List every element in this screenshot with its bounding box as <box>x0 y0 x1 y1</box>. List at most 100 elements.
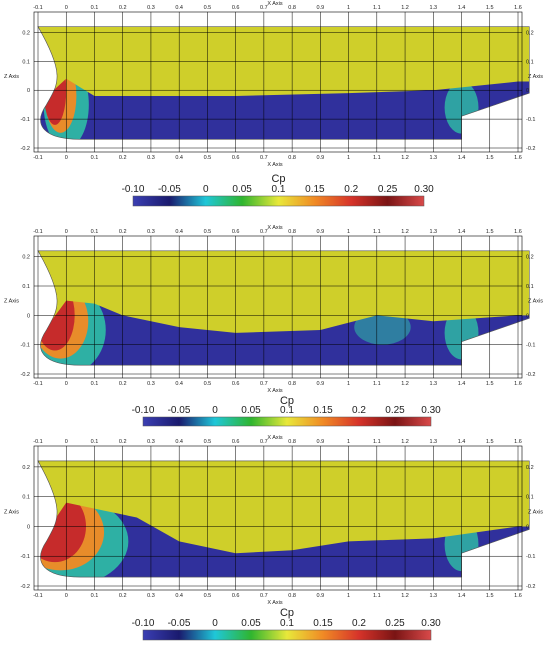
x-tick-label-bottom: -0.1 <box>33 381 42 387</box>
hull-above-waterline <box>38 250 530 339</box>
x-tick-label-top: 0.1 <box>91 5 99 11</box>
x-tick-label-top: 1 <box>347 5 350 11</box>
x-tick-label-bottom: 1 <box>347 381 350 387</box>
x-tick-label-bottom: 0.6 <box>232 155 240 161</box>
x-tick-label-bottom: 0.3 <box>147 381 155 387</box>
x-tick-label-bottom: 0.6 <box>232 381 240 387</box>
z-axis-title-right: Z Axis <box>528 74 543 80</box>
x-tick-label-top: 1.2 <box>401 229 409 235</box>
colorbar-title: Cp <box>271 173 285 185</box>
x-tick-label-top: 1.3 <box>429 229 437 235</box>
x-tick-label-top: 0.9 <box>317 229 325 235</box>
z-tick-label-right: -0.2 <box>526 146 535 152</box>
x-tick-label-bottom: 0.9 <box>317 155 325 161</box>
x-tick-label-bottom: 1.6 <box>514 381 522 387</box>
x-axis-title-bottom: X Axis <box>267 162 283 168</box>
colorbar-tick-label: 0.05 <box>241 405 261 416</box>
chart-panel-1: -0.1 -0.1 0 0 0.1 0.1 0.2 0.2 0.3 0.3 0.4 0.4 0.5 0.5… <box>0 0 550 170</box>
hull-plot-2: -0.1 -0.1 0 0 0.1 0.1 0.2 0.2 0.3 0.3 0.4 0.4 0.5 0.5… <box>4 225 543 394</box>
grid <box>34 12 522 152</box>
x-tick-label-bottom: 0.7 <box>260 381 268 387</box>
x-tick-label-bottom: 1.4 <box>458 155 466 161</box>
colorbar-gradient <box>142 629 432 641</box>
x-tick-label-bottom: 0.8 <box>288 593 296 599</box>
x-axis-title-bottom: X Axis <box>267 600 283 606</box>
z-axis-title-left: Z Axis <box>4 299 19 305</box>
x-tick-label-bottom: 1.2 <box>401 381 409 387</box>
x-tick-label-top: 0 <box>65 229 68 235</box>
z-tick-label-left: 0.1 <box>22 59 30 65</box>
x-tick-label-bottom: 0.5 <box>204 155 212 161</box>
x-tick-label-top: -0.1 <box>33 5 42 11</box>
colorbar-tick-label: 0.05 <box>232 184 252 195</box>
x-tick-label-bottom: 1.4 <box>458 381 466 387</box>
z-tick-label-left: 0.2 <box>22 255 30 261</box>
hull-surface <box>38 460 530 578</box>
z-tick-label-left: 0.2 <box>22 465 30 471</box>
z-tick-label-right: -0.1 <box>526 554 535 560</box>
x-tick-label-top: 0.7 <box>260 5 268 11</box>
x-tick-label-bottom: 0.7 <box>260 593 268 599</box>
x-tick-label-bottom: 1.4 <box>458 593 466 599</box>
x-tick-label-bottom: 0.8 <box>288 155 296 161</box>
colorbar-1: Cp -0.10 -0.05 0 0.05 0.1 0.15 0.2 0.25 0.30 <box>0 170 550 218</box>
x-tick-label-bottom: 1.2 <box>401 155 409 161</box>
z-tick-label-right: -0.1 <box>526 117 535 123</box>
x-tick-label-bottom: 1.6 <box>514 155 522 161</box>
x-tick-label-top: 1 <box>347 229 350 235</box>
x-tick-label-bottom: 1.1 <box>373 381 381 387</box>
colorbar-tick-label: 0.2 <box>352 618 366 629</box>
x-tick-label-bottom: -0.1 <box>33 155 42 161</box>
x-tick-label-bottom: 1.1 <box>373 155 381 161</box>
x-tick-label-bottom: 0.5 <box>204 593 212 599</box>
z-tick-label-right: 0.1 <box>526 495 534 501</box>
colorbar-3: Cp -0.10 -0.05 0 0.05 0.1 0.15 0.2 0.25 0.30 <box>0 605 550 653</box>
x-tick-label-top: 0.2 <box>119 439 127 445</box>
x-tick-label-bottom: 0.3 <box>147 593 155 599</box>
x-tick-label-bottom: 0.9 <box>317 593 325 599</box>
colorbar-title: Cp <box>280 607 294 619</box>
z-tick-label-left: 0 <box>27 313 30 319</box>
z-tick-label-left: 0 <box>27 524 30 530</box>
x-tick-label-top: 0.4 <box>175 5 183 11</box>
z-tick-label-left: 0 <box>27 88 30 94</box>
x-tick-label-top: 1.5 <box>486 439 494 445</box>
mid-wave-zone <box>354 309 411 345</box>
x-tick-label-bottom: 1.5 <box>486 155 494 161</box>
plot-frame <box>33 11 523 153</box>
x-axis-title-top: X Axis <box>267 435 283 441</box>
x-tick-label-top: 0 <box>65 439 68 445</box>
plot-frame <box>33 445 523 591</box>
colorbar-tick-label: 0.1 <box>272 184 286 195</box>
colorbar-tick-label: -0.05 <box>168 405 191 416</box>
x-tick-label-top: 0.6 <box>232 229 240 235</box>
x-tick-label-bottom: 1.1 <box>373 593 381 599</box>
colorbar-tick-label: 0 <box>203 184 209 195</box>
x-tick-label-bottom: 0.8 <box>288 381 296 387</box>
x-tick-label-bottom: 0.1 <box>91 155 99 161</box>
x-tick-label-top: 0.4 <box>175 439 183 445</box>
colorbar-tick-label: -0.05 <box>158 184 181 195</box>
x-tick-label-top: 1.5 <box>486 5 494 11</box>
z-axis-title-right: Z Axis <box>528 299 543 305</box>
colorbar-tick-label: 0.2 <box>344 184 358 195</box>
colorbar-tick-label: 0 <box>212 405 218 416</box>
hull-plot-3: -0.1 -0.1 0 0 0.1 0.1 0.2 0.2 0.3 0.3 0.4 0.4 0.5 0.5… <box>4 435 543 606</box>
x-tick-label-bottom: 1.3 <box>429 381 437 387</box>
x-tick-label-bottom: 1.2 <box>401 593 409 599</box>
z-axis-title-left: Z Axis <box>4 510 19 516</box>
x-tick-label-bottom: 0.3 <box>147 155 155 161</box>
x-axis-title-bottom: X Axis <box>267 388 283 394</box>
x-tick-label-bottom: 1.6 <box>514 593 522 599</box>
x-axis-title-top: X Axis <box>267 225 283 231</box>
hull-above-waterline <box>38 460 530 554</box>
x-tick-label-bottom: 1.5 <box>486 593 494 599</box>
colorbar-tick-label: 0.1 <box>280 618 294 629</box>
z-tick-label-left: -0.2 <box>21 146 30 152</box>
x-tick-label-top: 0.5 <box>204 439 212 445</box>
colorbar-tick-label: -0.10 <box>132 405 155 416</box>
x-tick-label-top: 0.3 <box>147 5 155 11</box>
z-axis-title-left: Z Axis <box>4 74 19 80</box>
x-tick-label-top: 1.6 <box>514 229 522 235</box>
x-tick-label-top: -0.1 <box>33 229 42 235</box>
